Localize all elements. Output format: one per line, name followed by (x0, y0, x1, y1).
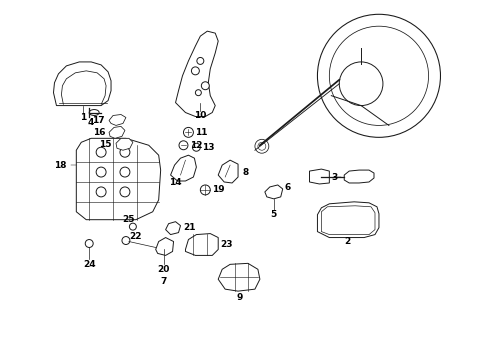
Text: 4: 4 (88, 118, 95, 127)
Text: 17: 17 (93, 116, 105, 125)
Polygon shape (318, 202, 379, 238)
Text: 5: 5 (270, 210, 277, 219)
Polygon shape (218, 264, 260, 291)
Text: 15: 15 (98, 140, 111, 149)
Text: 3: 3 (331, 172, 338, 181)
Polygon shape (53, 62, 111, 105)
Circle shape (85, 239, 93, 247)
Polygon shape (166, 222, 180, 235)
Polygon shape (76, 138, 161, 220)
Text: 14: 14 (169, 179, 182, 188)
Text: 8: 8 (242, 167, 248, 176)
Circle shape (183, 127, 194, 137)
Polygon shape (156, 238, 173, 255)
Text: 18: 18 (54, 161, 66, 170)
Circle shape (196, 90, 201, 96)
Text: 25: 25 (122, 215, 135, 224)
Circle shape (255, 139, 269, 153)
Circle shape (96, 167, 106, 177)
Text: 23: 23 (220, 240, 233, 249)
Text: 13: 13 (202, 143, 215, 152)
Polygon shape (109, 126, 125, 138)
Ellipse shape (89, 109, 99, 116)
Text: 1: 1 (80, 113, 86, 122)
Text: 22: 22 (129, 232, 142, 241)
Circle shape (192, 67, 199, 75)
Circle shape (197, 58, 204, 64)
Circle shape (200, 185, 210, 195)
Circle shape (122, 237, 130, 244)
Text: 21: 21 (183, 223, 196, 232)
Text: 11: 11 (196, 128, 208, 137)
Circle shape (96, 187, 106, 197)
Circle shape (120, 147, 130, 157)
Text: 2: 2 (344, 237, 350, 246)
Polygon shape (116, 138, 133, 150)
Polygon shape (185, 234, 218, 255)
Text: 10: 10 (194, 111, 206, 120)
Polygon shape (109, 114, 126, 125)
Polygon shape (171, 155, 196, 181)
Text: 6: 6 (285, 184, 291, 193)
Circle shape (120, 167, 130, 177)
Polygon shape (344, 170, 374, 183)
Text: 16: 16 (93, 128, 105, 137)
Polygon shape (175, 31, 218, 117)
Circle shape (179, 141, 188, 150)
Polygon shape (265, 185, 283, 199)
Circle shape (329, 26, 429, 125)
Circle shape (201, 82, 209, 90)
Text: 19: 19 (212, 185, 225, 194)
Circle shape (258, 142, 266, 150)
Circle shape (120, 187, 130, 197)
Text: 12: 12 (191, 141, 203, 150)
Text: 7: 7 (160, 277, 167, 286)
Polygon shape (310, 169, 329, 184)
Circle shape (129, 223, 136, 230)
Text: 20: 20 (157, 265, 170, 274)
Text: 24: 24 (83, 260, 96, 269)
Circle shape (318, 14, 441, 137)
Polygon shape (218, 160, 238, 183)
Circle shape (193, 143, 200, 151)
Circle shape (339, 62, 383, 105)
Circle shape (96, 147, 106, 157)
Text: 9: 9 (237, 293, 243, 302)
